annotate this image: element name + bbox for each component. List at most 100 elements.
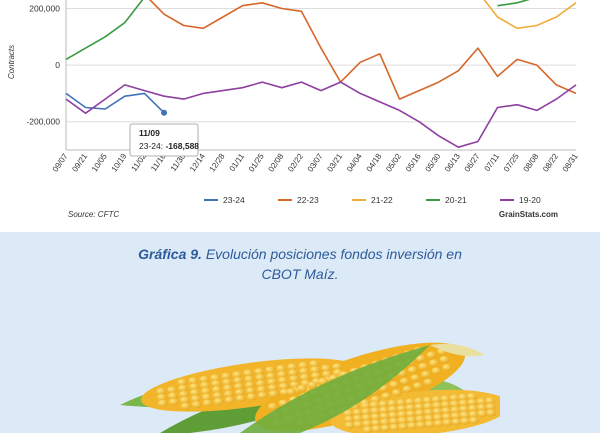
corn-kernel	[396, 399, 407, 407]
corn-kernel	[289, 375, 299, 383]
corn-kernel	[191, 401, 202, 409]
corn-kernel	[387, 399, 398, 407]
y-tick-label: 200,000	[29, 3, 60, 13]
corn-kernel	[467, 392, 478, 400]
corn-kernel	[286, 388, 297, 396]
caption-line-2: CBOT Maíz.	[261, 266, 339, 282]
corn-kernel	[459, 411, 470, 419]
x-tick-label: 09/07	[51, 152, 70, 174]
corn-kernel	[362, 426, 373, 433]
x-tick-label: 03/07	[306, 152, 325, 174]
corn-kernel	[379, 412, 390, 420]
corn-kernel	[310, 366, 321, 374]
corn-kernel	[418, 362, 429, 370]
corn-kernel	[266, 372, 277, 380]
corn-kernel	[432, 407, 443, 416]
corn-kernel	[458, 399, 469, 407]
corn-kernel	[423, 378, 434, 386]
corn-kernel	[157, 393, 167, 401]
corn-kernel	[402, 385, 413, 393]
corn-kernel	[485, 403, 496, 411]
corn-kernel	[278, 376, 288, 384]
corn-kernel	[405, 398, 416, 406]
corn-kernel	[352, 408, 363, 416]
corn-kernel	[212, 386, 222, 394]
corn-kernel	[451, 418, 462, 426]
tooltip-date: 11/09	[139, 128, 160, 138]
corn-kernel	[380, 418, 391, 426]
x-tick-label: 02/22	[286, 152, 305, 174]
corn-kernel	[442, 419, 453, 427]
corn-kernel	[424, 414, 435, 422]
corn-kernel	[381, 392, 392, 400]
legend-entry: 21-22	[371, 195, 393, 205]
corn-kernel	[442, 413, 453, 421]
corn-kernel	[426, 351, 437, 359]
corn-kernel	[265, 366, 276, 374]
corn-kernel	[178, 384, 189, 392]
corn-kernel	[190, 395, 201, 403]
corn-kernel	[234, 388, 245, 397]
corn-kernel	[380, 424, 391, 432]
corn-kernel	[449, 400, 460, 408]
corn-kernel	[391, 389, 402, 397]
corn-kernel	[223, 384, 233, 392]
corn-kernel	[379, 406, 390, 414]
corn-kernel	[397, 416, 408, 425]
corn-kernel	[299, 367, 310, 375]
corn-kernel	[360, 402, 371, 410]
corn-kernel	[441, 401, 451, 409]
corn-kernel	[245, 381, 255, 389]
legend-entry: 22-23	[297, 195, 319, 205]
corn-kernel	[429, 359, 439, 367]
corn-kernel	[353, 420, 364, 428]
corn-kernel	[276, 364, 287, 373]
corn-kernel	[431, 367, 442, 375]
corn-kernel	[311, 372, 321, 380]
corn-kernel	[370, 407, 381, 415]
corn-kernel	[278, 382, 289, 390]
corn-kernel	[200, 381, 211, 389]
tooltip-point	[161, 109, 168, 116]
x-tick-label: 04/18	[365, 152, 384, 174]
corn-kernel	[399, 377, 410, 385]
corn-kernel	[256, 385, 267, 393]
x-tick-label: 02/08	[267, 152, 286, 174]
corn-kernel	[405, 404, 416, 412]
legend-entry: 23-24	[223, 195, 245, 205]
legend: 23-24 22-23 21-22 20-21 19-20	[204, 195, 541, 205]
corn-kernel	[432, 401, 443, 410]
corn-kernel	[389, 423, 400, 431]
corn-kernel	[371, 425, 382, 433]
corn-kernel	[361, 414, 372, 422]
series-line-19-20	[65, 81, 577, 148]
corn-kernel	[441, 407, 452, 415]
corn-kernel	[369, 401, 380, 409]
corn-kernel	[179, 390, 189, 398]
x-tick-label: 10/05	[90, 152, 109, 174]
corn-kernel	[167, 386, 178, 394]
corn-kernel	[398, 422, 409, 431]
corn-kernel	[415, 415, 426, 423]
x-tick-label: 08/31	[561, 152, 580, 174]
corn-kernel	[233, 377, 244, 385]
corn-kernel	[422, 396, 433, 404]
y-tick-label: -200,000	[26, 117, 60, 127]
corn-kernel	[370, 395, 381, 403]
corn-kernel	[199, 375, 210, 383]
corn-kernel	[424, 420, 435, 428]
corn-kernel	[486, 409, 497, 417]
corn-kernel	[223, 390, 234, 398]
corn-kernel	[322, 370, 332, 378]
corn-kernel	[389, 381, 400, 389]
corn-kernel	[201, 393, 212, 401]
x-tick-label: 05/02	[384, 152, 403, 174]
corn-kernel	[477, 410, 488, 418]
corn-kernel	[267, 384, 278, 392]
series-line-21-22	[483, 0, 577, 30]
x-tick-label: 08/08	[522, 152, 541, 174]
corn-kernel	[423, 408, 434, 416]
x-tick-label: 10/19	[110, 152, 129, 174]
corn-kernel	[267, 402, 278, 411]
